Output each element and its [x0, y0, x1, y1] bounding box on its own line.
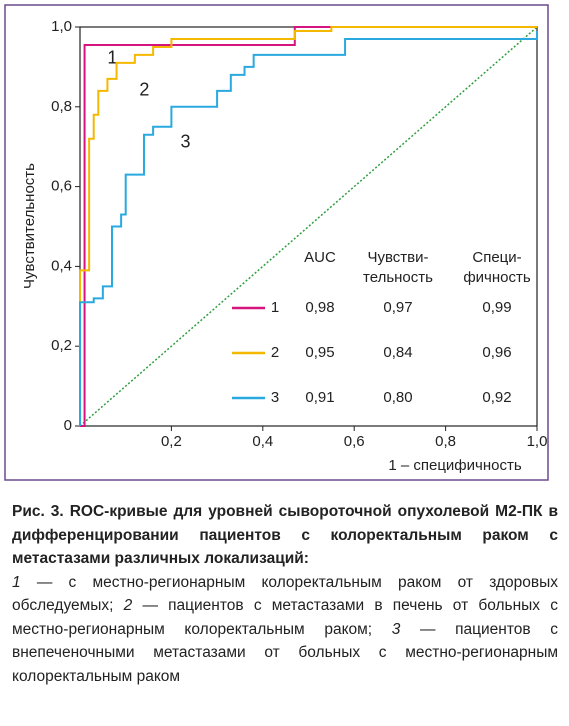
x-tick-label: 1,0 [527, 433, 548, 450]
roc-curve [79, 30, 538, 426]
legend-header: тельность [363, 269, 433, 286]
legend-header: AUC [304, 249, 336, 266]
legend-value: 0,96 [482, 344, 511, 361]
legend-header: Чувстви- [367, 249, 428, 266]
x-tick-label: 0,2 [161, 433, 182, 450]
y-tick-label: 0,8 [51, 98, 72, 115]
caption-note-text: — пациентов с внепеченочными метастазами… [12, 620, 558, 685]
curve-label: 2 [139, 80, 149, 100]
legend-header: фичность [463, 269, 531, 286]
legend-value: 0,98 [305, 299, 334, 316]
frame [4, 4, 549, 481]
legend-label: 3 [271, 389, 279, 406]
legend-value: 0,84 [383, 344, 412, 361]
roc-curve [79, 26, 537, 426]
legend-value: 0,95 [305, 344, 334, 361]
caption-note-num: 3 [391, 620, 401, 638]
y-tick-label: 0,6 [51, 178, 72, 195]
x-tick-label: 0,8 [435, 433, 456, 450]
legend-header: Специ- [472, 249, 521, 266]
legend-label: 1 [271, 299, 279, 316]
y-tick-label: 0,2 [51, 337, 72, 354]
caption-note-text: — пациентов с метастазами в печень от бо… [12, 597, 558, 638]
legend-value: 0,92 [482, 389, 511, 406]
y-tick-label: 1,0 [51, 18, 72, 35]
curve-label: 1 [107, 48, 117, 68]
caption: Рис. 3. ROC-кривые для уровней сывороточ… [12, 500, 558, 688]
legend-label: 2 [271, 344, 279, 361]
legend-value: 0,97 [383, 299, 412, 316]
caption-notes: 1 — с местно-регионарным колоректальным … [12, 574, 558, 685]
caption-title: Рис. 3. ROC-кривые для уровней сывороточ… [12, 503, 558, 567]
caption-note-num: 1 [12, 573, 21, 591]
curve-label: 3 [181, 131, 191, 151]
y-tick-label: 0 [64, 417, 72, 434]
caption-note-text: — с местно-регионарным колоректальным ра… [12, 573, 558, 615]
diagonal [79, 26, 538, 427]
x-tick-label: 0,6 [344, 433, 365, 450]
y-tick-label: 0,4 [51, 257, 72, 274]
legend-value: 0,80 [383, 389, 412, 406]
y-axis-label: Чувствительность [21, 163, 38, 289]
legend-value: 0,91 [305, 389, 334, 406]
chart: 1 – специфичность Чувствительность 0 0,2 0… [4, 4, 549, 481]
x-axis-label: 1 – специфичность [388, 457, 521, 474]
caption-note-num: 2 [123, 597, 133, 614]
legend-value: 0,99 [482, 299, 511, 316]
x-tick-label: 0,4 [252, 433, 273, 450]
